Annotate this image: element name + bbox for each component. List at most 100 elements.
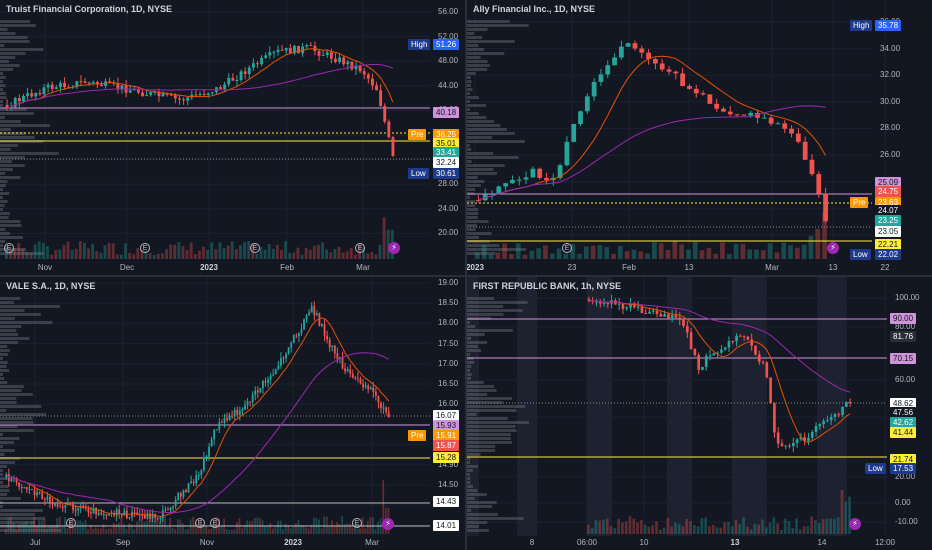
price-tag-value[interactable]: 15.93 <box>433 420 460 431</box>
earnings-icon[interactable]: E <box>195 518 205 528</box>
candle-body <box>285 353 287 359</box>
volume-bar <box>33 244 37 259</box>
price-tag-value[interactable]: 32.24 <box>433 157 460 168</box>
volume-bar <box>711 524 715 534</box>
candle-body <box>206 93 210 95</box>
price-tag-value[interactable]: 42.62 <box>890 417 917 428</box>
price-tag-value[interactable]: 22.21 <box>875 239 902 250</box>
volume-profile-bar <box>0 493 8 496</box>
price-tag-value[interactable]: 48.62 <box>890 398 917 409</box>
earnings-icon[interactable]: E <box>250 243 260 253</box>
candle-body <box>108 81 112 83</box>
volume-bar <box>181 246 185 259</box>
price-tag-value[interactable]: 51.26 <box>433 39 460 50</box>
volume-bar <box>12 523 15 534</box>
symbol-title[interactable]: VALE S.A., 1D, NYSE <box>6 281 96 291</box>
price-tag-value[interactable]: 35.01 <box>433 138 460 149</box>
candle-body <box>264 55 268 58</box>
lightning-icon[interactable]: ⚡ <box>827 242 839 254</box>
volume-profile-bar <box>0 365 7 368</box>
price-chart-ally[interactable] <box>467 0 932 275</box>
volume-bar <box>179 519 182 534</box>
lightning-icon[interactable]: ⚡ <box>849 518 861 530</box>
y-axis-label: 14.50 <box>438 480 459 489</box>
pane-divider-horizontal[interactable] <box>0 275 932 277</box>
price-chart-first-republic[interactable] <box>467 277 932 550</box>
price-tag-value[interactable]: 36.25 <box>433 129 460 140</box>
price-tag-value[interactable]: 17.53 <box>890 463 917 474</box>
candle-body <box>182 99 186 101</box>
volume-profile-bar <box>467 429 517 432</box>
price-tag-value[interactable]: 15.28 <box>433 452 460 463</box>
lightning-icon[interactable]: ⚡ <box>388 242 400 254</box>
price-tag-value[interactable]: 33.41 <box>433 147 460 158</box>
volume-bar <box>844 501 848 534</box>
earnings-icon[interactable]: E <box>355 243 365 253</box>
chart-pane-vale[interactable]: VALE S.A., 1D, NYSE 19.00 18.50 18.00 17.50… <box>0 277 465 550</box>
chart-pane-truist[interactable]: Truist Financial Corporation, 1D, NYSE 5… <box>0 0 465 275</box>
price-tag-value[interactable]: 14.01 <box>433 520 460 531</box>
price-tag-value[interactable]: 23.63 <box>875 197 902 208</box>
price-tag-value[interactable]: 81.76 <box>890 331 917 342</box>
candle-body <box>256 390 259 393</box>
price-tag-value[interactable]: 30.61 <box>433 168 460 179</box>
candle-body <box>383 106 387 122</box>
volume-bar <box>97 528 100 534</box>
earnings-icon[interactable]: E <box>210 518 220 528</box>
volume-bar <box>590 528 594 534</box>
price-tag-value[interactable]: 23.05 <box>875 226 902 237</box>
earnings-icon[interactable]: E <box>352 518 362 528</box>
price-tag-value[interactable]: 23.25 <box>875 215 902 226</box>
volume-bar <box>801 244 807 259</box>
volume-bar <box>302 525 305 534</box>
earnings-icon[interactable]: E <box>140 243 150 253</box>
x-axis-label: 22 <box>880 263 890 272</box>
price-tag-value[interactable]: 14.43 <box>433 496 460 507</box>
price-tag-value[interactable]: 35.78 <box>875 20 902 31</box>
candle-body <box>723 347 727 350</box>
price-chart-truist[interactable] <box>0 0 465 275</box>
earnings-icon[interactable]: E <box>4 243 14 253</box>
volume-bar <box>336 522 338 534</box>
candle-body <box>5 105 9 109</box>
price-tag-value[interactable]: 21.74 <box>890 454 917 465</box>
price-tag-value[interactable]: 16.07 <box>433 410 460 421</box>
volume-bar <box>631 249 637 259</box>
volume-bar <box>658 243 664 259</box>
symbol-title[interactable]: Truist Financial Corporation, 1D, NYSE <box>6 4 173 14</box>
price-tag-value[interactable]: 90.00 <box>890 313 917 324</box>
price-tag-value[interactable]: 40.18 <box>433 107 460 118</box>
price-tag-value[interactable]: 41.44 <box>890 427 917 438</box>
price-chart-vale[interactable] <box>0 277 465 550</box>
y-axis-label: 28.00 <box>880 123 901 133</box>
chart-pane-first-republic[interactable]: FIRST REPUBLIC BANK, 1h, NYSE 100.00 80.0… <box>467 277 932 550</box>
symbol-title[interactable]: Ally Financial Inc., 1D, NYSE <box>473 4 596 14</box>
price-tag-value[interactable]: 47.56 <box>890 407 917 418</box>
earnings-icon[interactable]: E <box>66 518 76 528</box>
symbol-title[interactable]: FIRST REPUBLIC BANK, 1h, NYSE <box>473 281 622 291</box>
volume-bar <box>275 244 279 259</box>
price-tag-value[interactable]: 70.15 <box>890 353 917 364</box>
price-tag-value[interactable]: 25.09 <box>875 177 902 188</box>
candle-body <box>141 92 144 97</box>
chart-pane-ally[interactable]: Ally Financial Inc., 1D, NYSE 36.0034.00… <box>467 0 932 275</box>
price-tag-value[interactable]: 15.91 <box>433 430 460 441</box>
price-tag-value[interactable]: 24.75 <box>875 186 902 197</box>
candle-body <box>712 353 716 356</box>
price-tag-value[interactable]: 22.02 <box>875 249 902 260</box>
volume-profile-bar <box>467 365 472 368</box>
volume-bar <box>255 253 259 259</box>
candle-body <box>780 443 784 446</box>
candle-body <box>799 437 803 440</box>
moving-average-line <box>588 300 851 393</box>
lightning-icon[interactable]: ⚡ <box>382 518 394 530</box>
price-tag-value[interactable]: 15.87 <box>433 440 460 451</box>
candle-body <box>646 52 651 59</box>
candle-body <box>351 373 354 378</box>
earnings-icon[interactable]: E <box>562 243 572 253</box>
price-tag-value[interactable]: 24.07 <box>875 205 902 216</box>
candle-body <box>333 345 336 354</box>
volume-profile-bar <box>0 425 18 428</box>
candle-body <box>364 385 367 388</box>
candle-body <box>595 301 598 303</box>
